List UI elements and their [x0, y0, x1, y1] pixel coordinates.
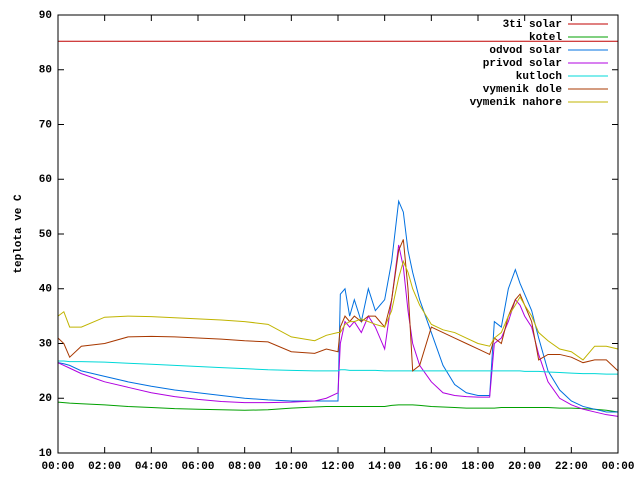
x-tick-label: 00:00	[601, 461, 634, 473]
legend-label: privod solar	[483, 58, 562, 70]
x-tick-label: 02:00	[88, 461, 121, 473]
y-tick-label: 80	[39, 65, 52, 77]
y-axis-label: teplota ve C	[13, 194, 25, 274]
series-line	[58, 360, 618, 375]
x-tick-label: 18:00	[461, 461, 494, 473]
legend-label: vymenik dole	[483, 84, 563, 96]
x-tick-label: 20:00	[508, 461, 541, 473]
y-tick-label: 50	[39, 229, 52, 241]
x-tick-label: 22:00	[555, 461, 588, 473]
x-tick-label: 10:00	[275, 461, 308, 473]
series-line	[57, 401, 619, 413]
y-tick-label: 90	[39, 10, 52, 22]
y-tick-label: 30	[39, 338, 52, 350]
x-tick-label: 08:00	[228, 461, 261, 473]
y-tick-label: 70	[39, 119, 52, 131]
legend-label: 3ti solar	[503, 19, 562, 31]
legend-label: vymenik nahore	[470, 97, 563, 109]
series-line	[57, 239, 619, 372]
series-line	[57, 199, 618, 413]
y-tick-label: 40	[39, 284, 52, 296]
x-tick-label: 06:00	[181, 461, 214, 473]
x-tick-label: 00:00	[41, 461, 74, 473]
x-tick-label: 16:00	[415, 461, 448, 473]
x-tick-label: 04:00	[135, 461, 168, 473]
legend-label: kutloch	[516, 71, 562, 83]
plot-frame	[57, 14, 619, 454]
series-line	[57, 259, 619, 361]
y-tick-label: 10	[39, 448, 52, 460]
legend-label: kotel	[529, 32, 562, 44]
x-tick-label: 12:00	[321, 461, 354, 473]
y-tick-label: 20	[39, 393, 52, 405]
series-line	[57, 244, 619, 417]
y-tick-label: 60	[39, 174, 52, 186]
legend-label: odvod solar	[489, 45, 562, 57]
x-tick-label: 14:00	[368, 461, 401, 473]
